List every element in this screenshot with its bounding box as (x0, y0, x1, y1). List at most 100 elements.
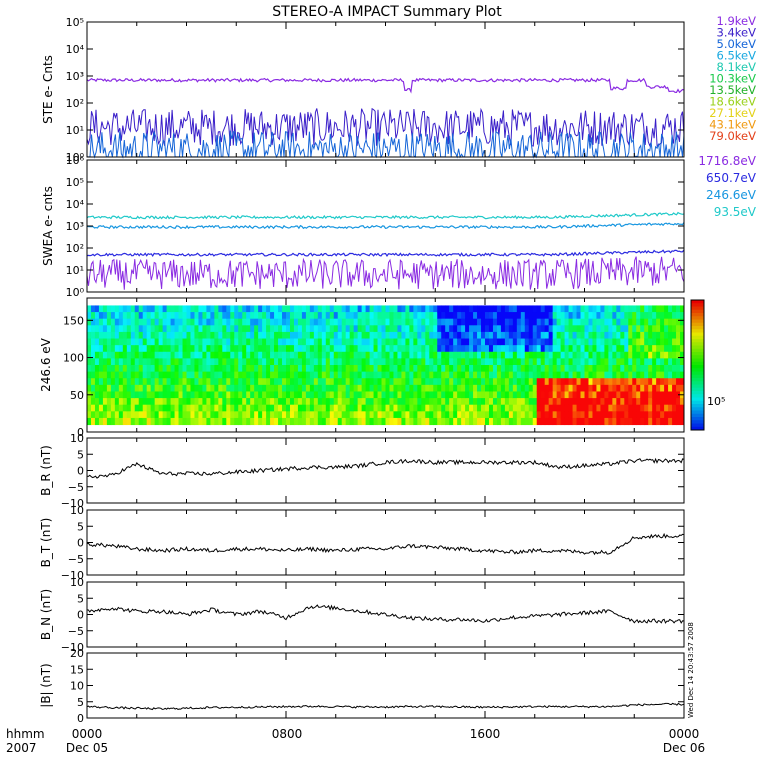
pad-heatmap-cell (262, 305, 267, 313)
pad-heatmap-cell (154, 371, 160, 379)
pad-heatmap-cell (218, 365, 223, 373)
pad-heatmap-cell (162, 312, 168, 320)
pad-heatmap-cell (528, 417, 534, 426)
pad-heatmap-cell (588, 404, 593, 412)
pad-heatmap-cell (349, 365, 355, 373)
pad-heatmap-cell (648, 384, 653, 392)
pad-heatmap-cell (162, 331, 168, 340)
pad-heatmap-cell (238, 345, 243, 353)
pad-heatmap-cell (174, 318, 180, 326)
pad-heatmap-cell (608, 338, 613, 346)
pad-heatmap-cell (114, 312, 120, 320)
pad-heatmap-cell (341, 325, 347, 333)
pad-heatmap-cell (441, 318, 446, 326)
colorbar-cell (691, 309, 704, 314)
pad-heatmap-cell (293, 378, 299, 386)
pad-heatmap-cell (564, 338, 570, 346)
pad-heatmap-cell (453, 318, 458, 326)
pad-heatmap-cell (532, 378, 538, 386)
pad-heatmap-cell (488, 384, 494, 392)
pad-heatmap-cell (461, 351, 466, 359)
pad-heatmap-cell (488, 351, 494, 359)
pad-heatmap-cell (202, 417, 207, 426)
pad-heatmap-cell (393, 404, 398, 412)
pad-heatmap-cell (441, 378, 446, 386)
pad-heatmap-cell (568, 305, 574, 313)
pad-heatmap-cell (568, 398, 574, 406)
pad-heatmap-cell (321, 318, 327, 326)
pad-heatmap-cell (465, 417, 470, 426)
pad-heatmap-cell (293, 365, 299, 373)
pad-heatmap-cell (242, 365, 247, 373)
pad-heatmap-cell (576, 351, 582, 359)
pad-heatmap-cell (114, 331, 120, 340)
pad-heatmap-cell (488, 411, 494, 419)
pad-heatmap-cell (134, 351, 140, 359)
pad-heatmap-cell (373, 365, 379, 373)
pad-heatmap-cell (389, 404, 394, 412)
pad-heatmap-cell (226, 318, 231, 326)
pad-heatmap-cell (413, 365, 418, 373)
pad-heatmap-cell (516, 391, 522, 399)
pad-heatmap-cell (321, 371, 327, 379)
pad-heatmap-cell (317, 391, 323, 399)
pad-heatmap-cell (640, 371, 645, 379)
y-tick-label: 10⁵ (66, 16, 84, 29)
pad-heatmap-cell (258, 378, 263, 386)
pad-heatmap-cell (226, 338, 231, 346)
colorbar-cell (691, 358, 704, 363)
pad-heatmap-cell (337, 358, 343, 366)
pad-heatmap-cell (246, 318, 251, 326)
pad-heatmap-cell (154, 331, 160, 340)
pad-heatmap-cell (397, 331, 402, 340)
pad-heatmap-cell (289, 345, 295, 353)
pad-heatmap-cell (297, 351, 303, 359)
pad-heatmap-cell (170, 378, 176, 386)
pad-heatmap-cell (516, 384, 522, 392)
pad-heatmap-cell (174, 325, 180, 333)
pad-heatmap-cell (488, 398, 494, 406)
pad-heatmap-cell (401, 345, 406, 353)
pad-heatmap-cell (532, 318, 538, 326)
pad-heatmap-cell (632, 318, 637, 326)
pad-heatmap-cell (680, 351, 685, 359)
pad-heatmap-cell (353, 358, 359, 366)
pad-heatmap-cell (210, 351, 215, 359)
pad-heatmap-cell (353, 351, 359, 359)
pad-heatmap-cell (146, 351, 152, 359)
pad-heatmap-cell (405, 371, 410, 379)
pad-heatmap-cell (122, 371, 128, 379)
pad-heatmap-cell (544, 398, 550, 406)
pad-heatmap-cell (178, 345, 184, 353)
pad-heatmap-cell (278, 404, 283, 412)
pad-heatmap-cell (604, 312, 609, 320)
pad-heatmap-cell (98, 378, 104, 386)
pad-heatmap-cell (325, 338, 331, 346)
pad-heatmap-cell (660, 404, 665, 412)
pad-heatmap-cell (477, 411, 482, 419)
pad-heatmap-cell (457, 312, 462, 320)
pad-heatmap-cell (214, 358, 219, 366)
pad-heatmap-cell (596, 371, 601, 379)
pad-heatmap-cell (337, 391, 343, 399)
pad-heatmap-cell (461, 404, 466, 412)
pad-heatmap-cell (102, 371, 108, 379)
colorbar-cell (691, 426, 704, 431)
pad-heatmap-cell (636, 378, 641, 386)
pad-heatmap-cell (202, 391, 207, 399)
pad-heatmap-cell (668, 411, 673, 419)
pad-heatmap-cell (266, 378, 271, 386)
pad-heatmap-cell (377, 398, 383, 406)
pad-heatmap-cell (389, 417, 394, 426)
pad-heatmap-cell (309, 331, 315, 340)
pad-heatmap-cell (309, 351, 315, 359)
pad-heatmap-cell (612, 371, 617, 379)
pad-heatmap-cell (620, 338, 625, 346)
pad-heatmap-cell (564, 411, 570, 419)
pad-heatmap-cell (548, 365, 554, 373)
pad-heatmap-cell (425, 404, 430, 412)
pad-heatmap-cell (660, 384, 665, 392)
pad-heatmap-cell (325, 398, 331, 406)
pad-heatmap-cell (576, 417, 582, 426)
pad-heatmap-cell (118, 371, 124, 379)
